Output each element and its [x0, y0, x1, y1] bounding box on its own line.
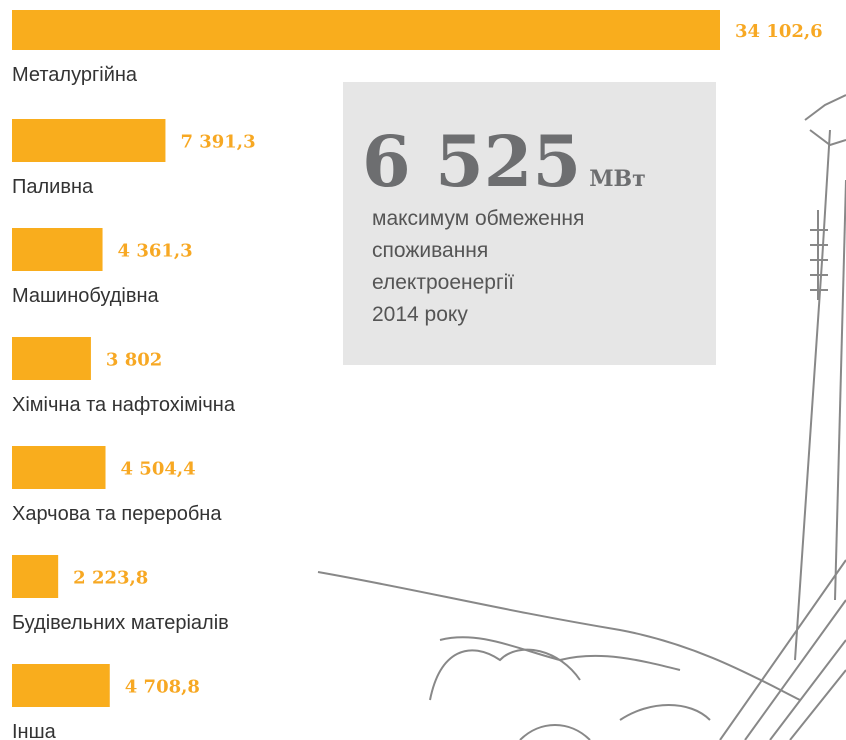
bar [12, 10, 720, 50]
bar [12, 664, 110, 707]
category-label: Паливна [12, 176, 94, 198]
value-label: 7 391,3 [180, 132, 255, 153]
value-label: 4 361,3 [118, 241, 193, 262]
callout-text: електроенергії [372, 271, 514, 294]
value-label: 3 802 [106, 350, 162, 371]
category-label: Хімічна та нафтохімічна [12, 394, 236, 416]
callout-text: 2014 року [372, 303, 468, 326]
bar [12, 446, 106, 489]
value-label: 2 223,8 [73, 568, 148, 589]
chart: 6 525 МВт максимум обмеження споживання ел… [0, 0, 846, 740]
category-label: Будівельних матеріалів [12, 612, 229, 634]
bar [12, 119, 165, 162]
bar [12, 228, 103, 271]
category-label: Металургійна [12, 64, 138, 86]
callout-text: споживання [372, 239, 488, 262]
callout-text: максимум обмеження [372, 207, 584, 230]
callout-value: 6 525 [362, 120, 581, 203]
category-label: Харчова та переробна [12, 503, 222, 525]
bar [12, 337, 91, 380]
category-label: Інша [12, 721, 57, 740]
value-label: 4 504,4 [121, 459, 196, 480]
bar [12, 555, 58, 598]
category-label: Машинобудівна [12, 285, 160, 307]
callout-unit: МВт [589, 166, 646, 192]
value-label: 4 708,8 [125, 677, 200, 698]
value-label: 34 102,6 [735, 21, 823, 42]
